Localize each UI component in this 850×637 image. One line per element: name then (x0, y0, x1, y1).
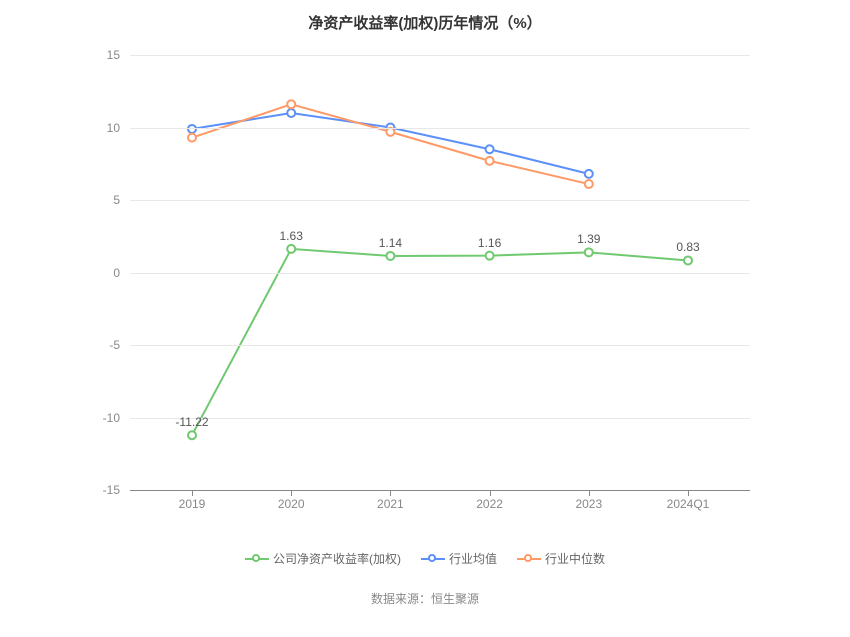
plot-area: -15-10-5051015201920202021202220232024Q1… (130, 55, 750, 490)
series-marker-industry_avg (188, 125, 196, 133)
legend-swatch (421, 554, 445, 564)
legend-item: 行业均值 (421, 550, 497, 567)
x-axis (130, 490, 750, 491)
grid-line (130, 345, 750, 346)
series-marker-industry_median (188, 134, 196, 142)
x-tick-label: 2022 (460, 497, 520, 511)
data-label: 1.14 (379, 236, 402, 250)
y-tick-label: 5 (80, 193, 120, 207)
grid-line (130, 418, 750, 419)
x-tick (490, 490, 491, 496)
grid-line (130, 55, 750, 56)
series-marker-company (585, 248, 593, 256)
data-source: 数据来源：恒生聚源 (0, 590, 850, 607)
series-marker-industry_median (486, 157, 494, 165)
y-tick-label: -15 (80, 483, 120, 497)
legend-item: 公司净资产收益率(加权) (245, 550, 401, 567)
legend-label: 行业中位数 (545, 550, 605, 567)
data-label: 1.39 (577, 232, 600, 246)
y-tick-label: -10 (80, 411, 120, 425)
x-tick-label: 2021 (360, 497, 420, 511)
series-marker-industry_avg (287, 109, 295, 117)
legend-swatch (517, 554, 541, 564)
x-tick (589, 490, 590, 496)
x-tick (688, 490, 689, 496)
grid-line (130, 200, 750, 201)
series-marker-company (486, 252, 494, 260)
x-tick (291, 490, 292, 496)
legend-swatch (245, 554, 269, 564)
series-marker-industry_median (585, 180, 593, 188)
series-marker-company (386, 252, 394, 260)
series-line-industry_avg (192, 113, 589, 174)
data-label: 1.16 (478, 236, 501, 250)
series-marker-company (287, 245, 295, 253)
series-marker-industry_avg (585, 170, 593, 178)
series-marker-company (684, 256, 692, 264)
y-tick-label: 15 (80, 48, 120, 62)
series-line-industry_median (192, 104, 589, 184)
series-line-company (192, 249, 688, 435)
legend-label: 公司净资产收益率(加权) (273, 550, 401, 567)
x-tick-label: 2019 (162, 497, 222, 511)
legend: 公司净资产收益率(加权) 行业均值 行业中位数 (0, 550, 850, 567)
chart-title: 净资产收益率(加权)历年情况（%） (0, 0, 850, 33)
x-tick-label: 2020 (261, 497, 321, 511)
x-tick-label: 2024Q1 (658, 497, 718, 511)
source-prefix: 数据来源： (371, 592, 431, 606)
series-marker-industry_median (386, 128, 394, 136)
data-label: 1.63 (280, 229, 303, 243)
source-name: 恒生聚源 (431, 592, 479, 606)
legend-label: 行业均值 (449, 550, 497, 567)
grid-line (130, 273, 750, 274)
y-tick-label: 0 (80, 266, 120, 280)
series-marker-industry_median (287, 100, 295, 108)
y-tick-label: -5 (80, 338, 120, 352)
series-marker-company (188, 431, 196, 439)
legend-item: 行业中位数 (517, 550, 605, 567)
x-tick (390, 490, 391, 496)
data-label: 0.83 (676, 240, 699, 254)
x-tick (192, 490, 193, 496)
grid-line (130, 128, 750, 129)
series-marker-industry_avg (486, 145, 494, 153)
y-tick-label: 10 (80, 121, 120, 135)
x-tick-label: 2023 (559, 497, 619, 511)
data-label: -11.22 (175, 415, 208, 429)
